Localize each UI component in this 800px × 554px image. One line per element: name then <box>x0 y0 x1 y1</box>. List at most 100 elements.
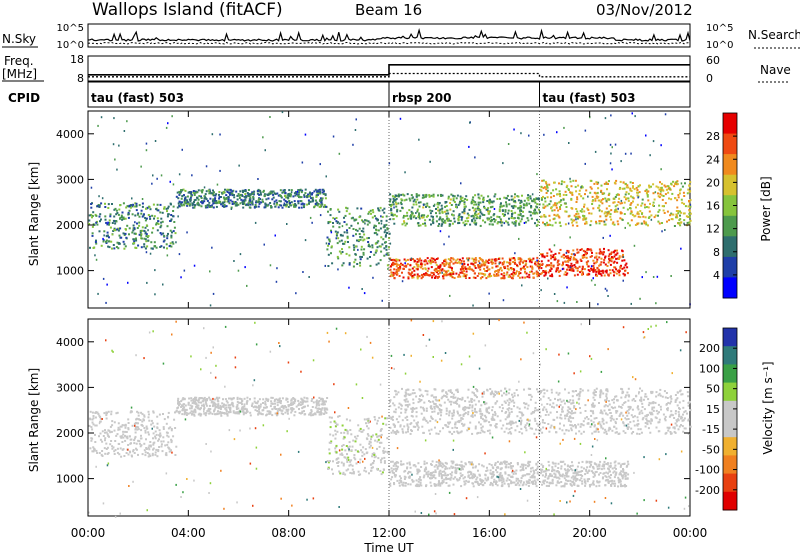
echo-cell <box>514 193 516 196</box>
echo-cell <box>567 260 570 262</box>
echo-cell <box>165 454 168 457</box>
echo-cell <box>140 209 143 212</box>
echo-cell <box>157 223 160 225</box>
echo-cell <box>259 191 262 194</box>
echo-cell <box>565 186 568 189</box>
echo-cell <box>91 215 94 217</box>
echo-cell <box>113 228 116 231</box>
echo-cell <box>562 198 565 201</box>
echo-cell <box>96 223 99 226</box>
echo-cell <box>438 275 440 278</box>
echo-cell <box>131 455 133 458</box>
echo-cell <box>303 396 306 399</box>
echo-cell <box>602 250 605 253</box>
echo-cell <box>503 196 506 199</box>
echo-cell <box>159 435 161 438</box>
echo-cell <box>326 248 329 251</box>
echo-cell <box>132 238 135 241</box>
echo-cell <box>471 198 474 201</box>
echo-cell <box>624 193 627 196</box>
echo-cell <box>178 173 181 176</box>
echo-cell <box>575 213 578 215</box>
echo-cell <box>294 194 297 197</box>
echo-cell <box>318 408 321 410</box>
echo-cell <box>328 452 331 455</box>
echo-cell <box>395 197 398 200</box>
echo-cell <box>471 461 473 464</box>
echo-cell <box>99 432 102 435</box>
echo-cell <box>607 295 609 297</box>
echo-cell <box>186 195 189 198</box>
echo-cell <box>177 397 180 400</box>
echo-cell <box>429 481 432 484</box>
echo-cell <box>517 207 520 210</box>
echo-cell <box>579 249 582 251</box>
echo-cell <box>340 461 343 464</box>
echo-cell <box>506 265 509 268</box>
echo-cell <box>527 199 530 202</box>
echo-cell <box>602 253 605 256</box>
echo-cell <box>122 433 125 436</box>
echo-cell <box>88 417 91 420</box>
echo-cell <box>171 115 173 118</box>
echo-cell <box>477 264 480 266</box>
echo-cell <box>322 400 325 403</box>
echo-cell <box>241 189 244 192</box>
echo-cell <box>534 260 537 263</box>
echo-cell <box>670 182 673 185</box>
echo-cell <box>166 237 169 240</box>
echo-cell <box>379 245 382 248</box>
echo-cell <box>604 270 607 273</box>
echo-cell <box>365 219 368 222</box>
echo-cell <box>443 478 446 481</box>
echo-cell <box>507 209 510 212</box>
echo-cell <box>346 229 348 232</box>
echo-cell <box>147 410 150 413</box>
echo-cell <box>97 124 99 127</box>
echo-cell <box>419 479 422 482</box>
echo-cell <box>98 215 101 218</box>
echo-cell <box>597 181 600 184</box>
echo-cell <box>495 259 498 262</box>
echo-cell <box>95 221 98 224</box>
echo-cell <box>111 247 113 250</box>
echo-cell <box>608 259 611 262</box>
echo-cell <box>262 402 264 404</box>
echo-cell <box>499 221 502 224</box>
echo-cell <box>402 267 405 270</box>
echo-cell <box>474 276 477 279</box>
echo-cell <box>253 190 256 193</box>
echo-cell <box>283 202 286 205</box>
echo-cell <box>359 255 362 258</box>
echo-cell <box>584 129 587 132</box>
echo-cell <box>267 197 270 200</box>
echo-cell <box>189 198 192 201</box>
echo-cell <box>481 213 484 216</box>
echo-cell <box>341 264 344 267</box>
echo-cell <box>610 114 612 117</box>
echo-cell <box>451 269 453 272</box>
echo-cell <box>140 429 143 432</box>
echo-cell <box>287 193 290 195</box>
echo-cell <box>465 479 468 482</box>
echo-cell <box>556 202 559 205</box>
echo-cell <box>602 236 604 239</box>
echo-cell <box>257 404 260 407</box>
frequency-step-line <box>88 64 690 76</box>
echo-cell <box>126 437 129 440</box>
echo-cell <box>467 480 470 483</box>
echo-cell <box>505 197 508 200</box>
echo-cell <box>233 201 236 204</box>
echo-cell <box>195 396 198 399</box>
echo-cell <box>607 194 610 196</box>
echo-cell <box>615 268 618 271</box>
echo-cell <box>269 412 272 415</box>
echo-cell <box>659 190 662 193</box>
echo-cell <box>136 428 139 431</box>
echo-cell <box>231 404 234 407</box>
echo-cell <box>163 239 166 242</box>
echo-cell <box>646 195 649 198</box>
echo-cell <box>614 464 617 467</box>
echo-cell <box>467 267 470 270</box>
echo-cell <box>273 400 276 403</box>
